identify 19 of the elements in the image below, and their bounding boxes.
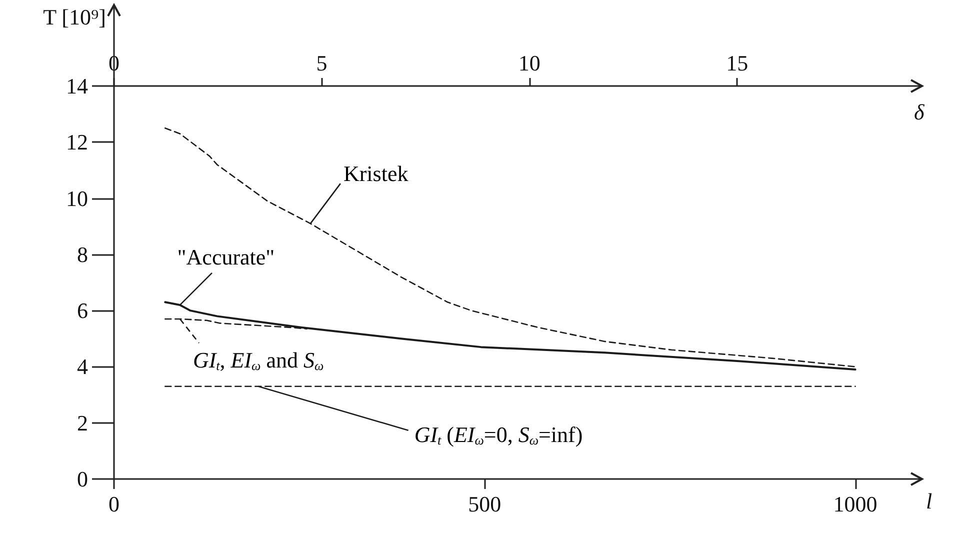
y-tick-label: 10 [66,186,88,211]
y-tick-label: 0 [77,466,88,492]
x-tick-label: 500 [468,492,502,516]
x2-tick-label: 10 [518,50,540,76]
y-tick-label: 8 [77,242,88,267]
x2-tick-label: 5 [316,50,328,76]
x2-tick-label: 15 [726,50,748,76]
x-axis-title: l [926,488,932,514]
y-tick-label: 14 [66,74,88,98]
x-tick-label: 0 [108,492,120,516]
y-tick-label: 4 [77,354,88,380]
x2-axis-title: δ [914,100,925,124]
y-axis-title: T [10⁹] [43,4,106,30]
y-tick-label: 12 [66,130,88,155]
text: Kristek [343,161,408,186]
y-tick-label: 2 [77,410,88,436]
y-tick-label: 6 [77,298,88,324]
x-tick-label: 1000 [833,492,878,516]
series-label: "Accurate" [177,244,275,270]
